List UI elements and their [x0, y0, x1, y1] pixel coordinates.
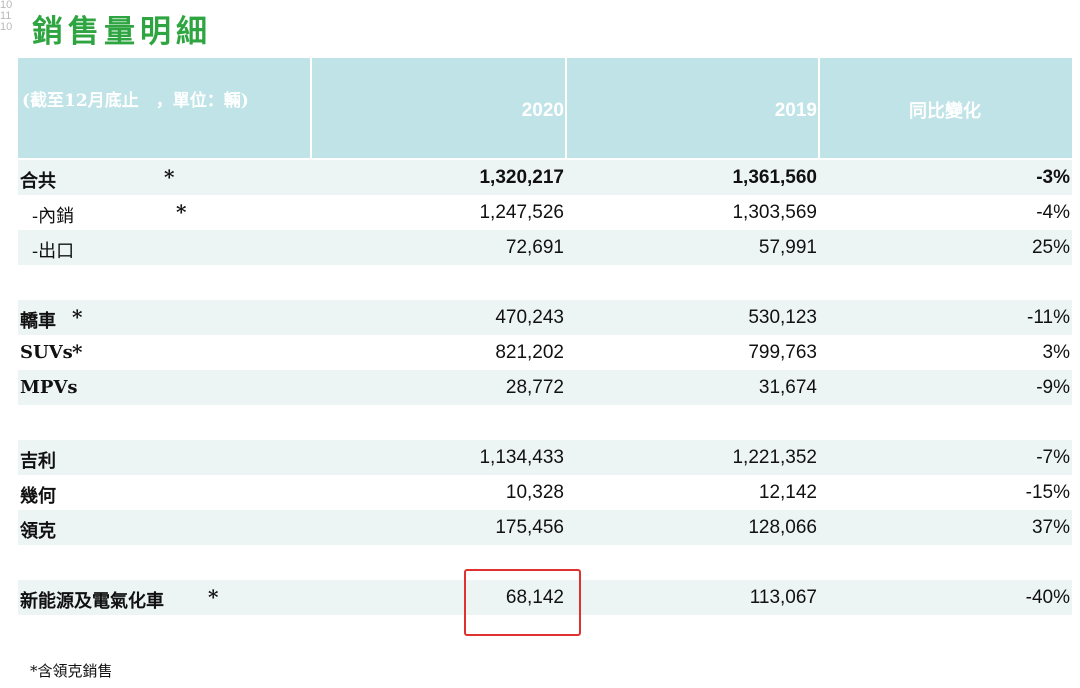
value-change: -9%: [1036, 377, 1070, 398]
row-label: -內銷: [32, 206, 75, 227]
value-change: -40%: [1025, 587, 1070, 608]
value-2019: 530,123: [748, 307, 817, 328]
header-divider: [565, 58, 567, 158]
value-change: -4%: [1036, 202, 1070, 223]
page-number-mark: 10: [0, 21, 13, 33]
value-2019: 57,991: [758, 237, 817, 258]
row-marker: *: [208, 585, 219, 609]
value-change: 25%: [1031, 237, 1070, 258]
row-geometry: 幾何 10,328 12,142 -15%: [18, 475, 1072, 510]
value-2019: 31,674: [758, 377, 817, 398]
table-header: (截至12月底止 ，單位：輛) 2020 2019 同比變化: [18, 58, 1072, 158]
value-2019: 128,066: [748, 517, 817, 538]
page-title: 銷售量明細: [32, 14, 212, 50]
row-label: 合共: [20, 171, 56, 192]
row-spacer: [18, 615, 1072, 650]
value-change: 3%: [1042, 342, 1070, 363]
row-marker: *: [176, 200, 187, 224]
row-label: SUVs: [20, 342, 73, 363]
value-change: -15%: [1025, 482, 1070, 503]
row-label: 吉利: [20, 451, 56, 472]
value-2020: 10,328: [505, 482, 564, 503]
row-sedan: 轎車 * 470,243 530,123 -11%: [18, 300, 1072, 335]
value-2020: 1,134,433: [479, 447, 564, 468]
footnote: *含領克銷售: [30, 662, 113, 680]
value-2019: 113,067: [749, 587, 817, 608]
value-2019: 799,763: [748, 342, 817, 363]
value-2020: 821,202: [495, 342, 564, 363]
row-marker: *: [72, 340, 83, 364]
row-label: 轎車: [20, 311, 56, 332]
value-2020: 28,772: [505, 377, 564, 398]
value-2019: 1,303,569: [732, 202, 817, 223]
value-2020: 72,691: [505, 237, 564, 258]
value-2020: 470,243: [495, 307, 564, 328]
row-label: -出口: [32, 241, 75, 262]
header-col-2019: 2019: [774, 100, 817, 121]
value-change: -11%: [1027, 307, 1070, 328]
value-2020: 1,247,526: [479, 202, 564, 223]
row-spacer: [18, 545, 1072, 580]
header-divider: [818, 58, 820, 158]
row-lynkco: 領克 175,456 128,066 37%: [18, 510, 1072, 545]
row-nev: 新能源及電氣化車 * 68,142 113,067 -40%: [18, 580, 1072, 615]
row-suv: SUVs * 821,202 799,763 3%: [18, 335, 1072, 370]
row-marker: *: [72, 305, 83, 329]
value-change: -3%: [1036, 167, 1070, 188]
header-col-change: 同比變化: [909, 101, 981, 122]
value-2020: 175,456: [495, 517, 564, 538]
page-number-mark: 11: [0, 10, 12, 22]
row-mpv: MPVs 28,772 31,674 -9%: [18, 370, 1072, 405]
row-domestic: -內銷 * 1,247,526 1,303,569 -4%: [18, 195, 1072, 230]
sales-table: (截至12月底止 ，單位：輛) 2020 2019 同比變化 合共 * 1,32…: [18, 58, 1072, 650]
value-change: -7%: [1036, 447, 1070, 468]
row-marker: *: [164, 165, 175, 189]
value-2019: 1,361,560: [732, 167, 817, 188]
page-number-mark: 10: [0, 0, 13, 11]
row-total: 合共 * 1,320,217 1,361,560 -3%: [18, 160, 1072, 195]
row-spacer: [18, 265, 1072, 300]
row-geely: 吉利 1,134,433 1,221,352 -7%: [18, 440, 1072, 475]
header-col-2020: 2020: [521, 100, 564, 121]
highlight-box: [464, 569, 581, 636]
row-spacer: [18, 405, 1072, 440]
page-number-gutter: 10 11 10: [0, 0, 22, 33]
row-export: -出口 72,691 57,991 25%: [18, 230, 1072, 265]
row-label: 領克: [20, 521, 56, 542]
value-2019: 1,221,352: [732, 447, 817, 468]
value-2019: 12,142: [758, 482, 817, 503]
header-divider: [310, 58, 312, 158]
value-2020: 68,142: [505, 587, 564, 608]
value-2020: 1,320,217: [479, 167, 564, 188]
row-label: 新能源及電氣化車: [20, 591, 164, 612]
row-label: MPVs: [20, 377, 78, 398]
header-unit-note: (截至12月底止 ，單位：輛): [22, 91, 249, 111]
row-label: 幾何: [20, 486, 56, 507]
value-change: 37%: [1031, 517, 1070, 538]
